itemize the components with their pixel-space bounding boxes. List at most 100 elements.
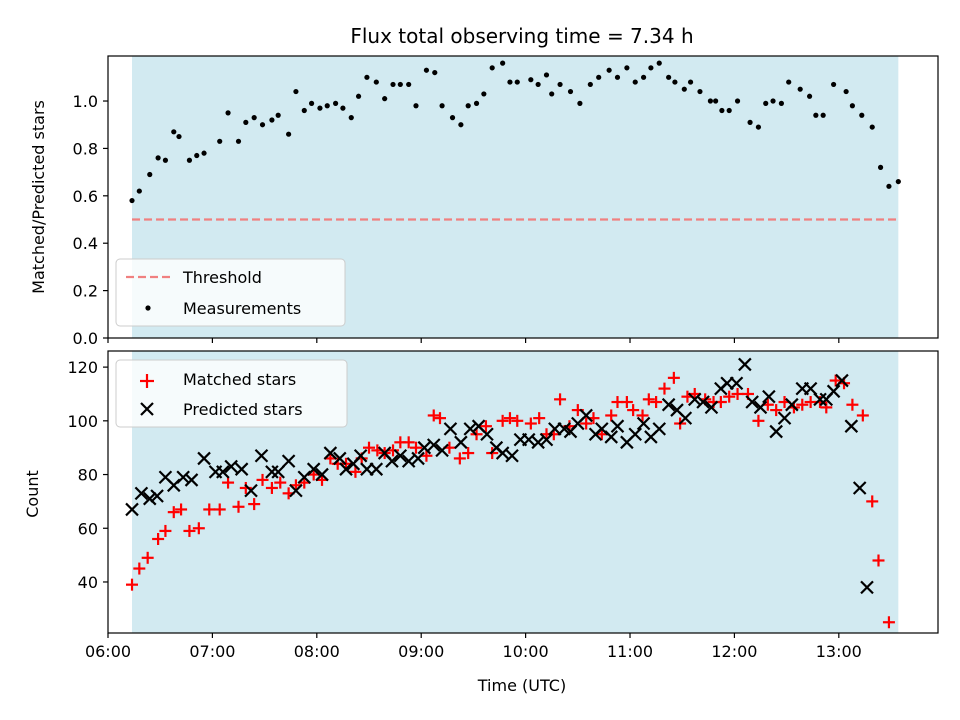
matched-star-point — [829, 374, 842, 387]
predicted-star-point — [729, 376, 744, 391]
matched-star-point — [479, 420, 492, 433]
top-legend: Threshold Measurements — [115, 258, 346, 327]
measurement-point — [507, 79, 513, 85]
bottom-y-ticks: 40 60 80 100 120 — [67, 358, 108, 592]
matched-star-point — [627, 404, 640, 417]
measurement-point — [587, 81, 593, 88]
measurement-point — [286, 131, 292, 137]
top-legend-box — [115, 258, 346, 327]
bottom-x-tick-label: 11:00 — [607, 642, 653, 661]
predicted-star-point — [777, 411, 792, 425]
measurement-point — [364, 74, 370, 80]
measurement-point — [797, 86, 803, 92]
measurement-point — [458, 122, 464, 128]
measurement-point — [843, 88, 849, 95]
measurement-point — [293, 88, 299, 95]
matched-star-point — [496, 414, 509, 427]
measurement-point — [577, 100, 583, 106]
measurement-point — [317, 105, 323, 111]
matched-star-point — [192, 522, 205, 535]
measurement-point — [382, 96, 388, 102]
predicted-star-point — [661, 397, 676, 412]
measurement-point — [390, 81, 396, 88]
predicted-star-point — [604, 430, 618, 444]
measurement-point — [251, 115, 257, 121]
measurement-point — [275, 112, 281, 118]
measurement-point — [423, 67, 430, 73]
measurement-point — [473, 100, 480, 106]
predicted-star-point — [435, 443, 449, 458]
predicted-star-point — [539, 432, 554, 447]
predicted-star-point — [411, 451, 425, 466]
predicted-star-point — [417, 440, 432, 455]
matched-star-point — [856, 409, 869, 422]
predicted-star-point — [142, 491, 157, 506]
measurement-point — [697, 88, 703, 95]
predicted-stars-points — [125, 357, 874, 595]
matched-star-point — [511, 414, 524, 427]
matched-star-point — [503, 412, 516, 425]
bottom-y-tick-label: 40 — [78, 573, 98, 592]
top-y-ticks: 0.0 0.2 0.4 0.6 0.8 1.0 — [73, 92, 108, 348]
measurement-point — [648, 65, 654, 71]
measurement-point — [747, 119, 753, 125]
measurement-point — [606, 67, 612, 73]
measurement-point — [235, 138, 242, 144]
measurement-point — [225, 110, 231, 116]
measurement-point — [373, 79, 379, 85]
predicted-star-point — [315, 467, 329, 482]
predicted-star-point — [385, 454, 399, 468]
measurement-point — [719, 107, 725, 114]
top-panel-frame — [107, 55, 939, 339]
predicted-star-point — [393, 448, 408, 463]
measurement-point — [194, 152, 200, 159]
measurement-point — [632, 79, 638, 85]
measurement-point — [596, 74, 602, 80]
predicted-star-point — [769, 424, 783, 439]
matched-star-point — [846, 398, 859, 411]
predicted-star-point — [844, 419, 859, 433]
measurement-point — [406, 81, 412, 88]
top-y-tick-label: 0.0 — [73, 329, 98, 348]
predicted-star-point — [332, 451, 347, 466]
measurement-point — [681, 86, 687, 92]
measurement-point — [640, 74, 647, 80]
top-y-tick-label: 0.4 — [73, 234, 98, 253]
predicted-star-point — [197, 451, 211, 466]
predicted-star-point — [244, 483, 258, 498]
matched-star-point — [658, 382, 671, 395]
measurement-point — [176, 133, 182, 140]
measurement-point — [543, 72, 550, 78]
measurement-point — [308, 100, 315, 106]
threshold-legend-label: Threshold — [182, 268, 262, 287]
predicted-star-point — [339, 462, 353, 476]
measurement-point — [136, 188, 142, 194]
measurement-point — [895, 178, 901, 185]
matched-star-point — [420, 449, 433, 462]
matched-star-point — [427, 409, 440, 422]
measurement-point — [413, 103, 419, 109]
matched-star-point — [605, 409, 618, 422]
matched-stars-legend-swatch — [140, 374, 154, 388]
bottom-x-tick-label: 13:00 — [816, 642, 862, 661]
measurement-point — [269, 117, 275, 123]
measurement-point — [465, 103, 471, 109]
predicted-star-point — [463, 422, 478, 436]
matched-star-point — [453, 452, 466, 465]
bottom-y-tick-label: 60 — [78, 519, 98, 538]
predicted-star-point — [813, 392, 827, 407]
predicted-star-point — [265, 465, 279, 479]
measurements-legend-label: Measurements — [183, 299, 301, 318]
measurement-point — [162, 157, 169, 163]
matched-star-point — [167, 506, 180, 519]
measurement-point — [778, 100, 784, 106]
predicted-star-point — [224, 459, 238, 474]
bottom-y-tick-label: 120 — [67, 358, 98, 377]
matched-star-point — [159, 524, 172, 537]
predicted-star-point — [785, 397, 799, 412]
measurement-point — [481, 91, 487, 97]
matched-stars-legend-label: Matched stars — [183, 370, 296, 389]
predicted-star-point — [281, 454, 296, 468]
predicted-star-point — [652, 422, 667, 436]
